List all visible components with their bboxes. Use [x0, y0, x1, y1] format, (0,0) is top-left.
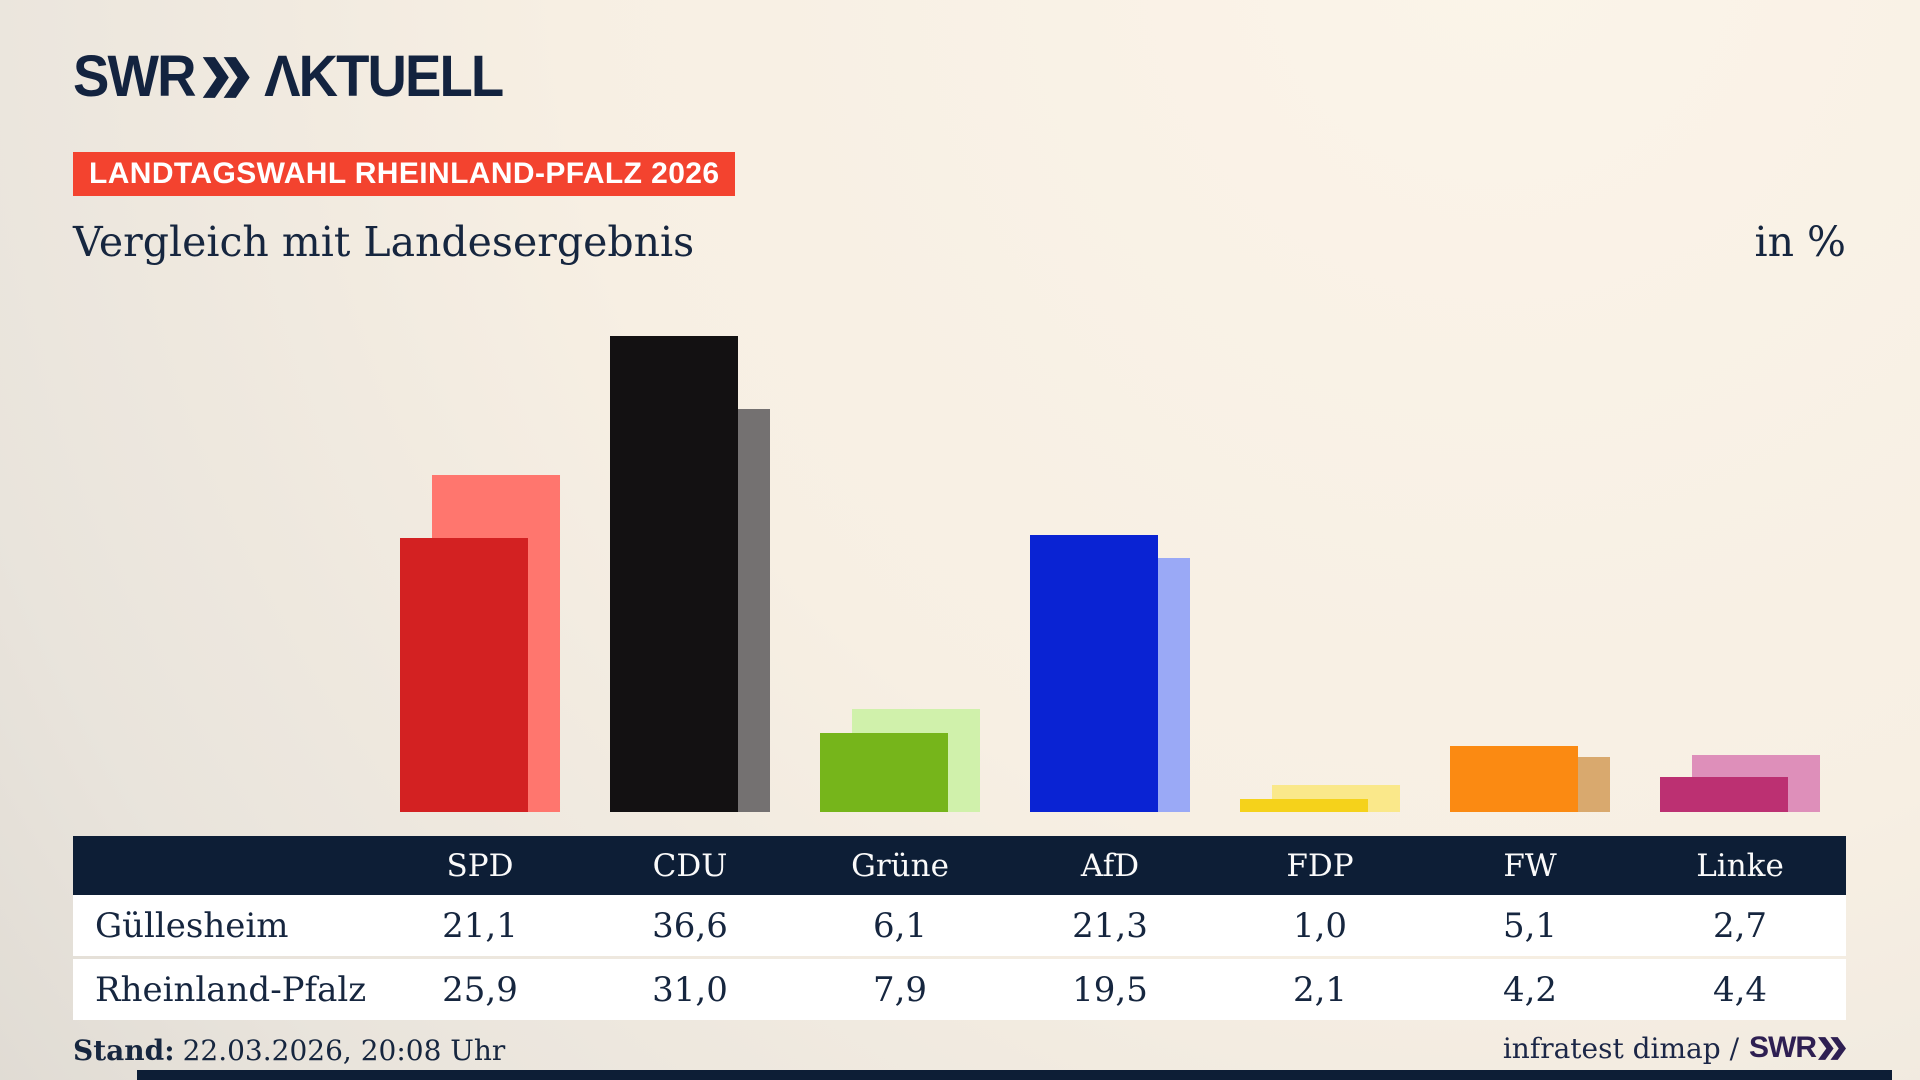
value-guellesheim-fdp: 1,0 — [1292, 905, 1348, 946]
bar-gruene-guellesheim — [820, 733, 948, 812]
value-rlp-afd: 19,5 — [1072, 969, 1148, 1010]
value-guellesheim-cdu: 36,6 — [652, 905, 728, 946]
value-guellesheim-fw: 5,1 — [1502, 905, 1558, 946]
double-chevron-icon — [1818, 1036, 1846, 1060]
column-header-linke: Linke — [1696, 847, 1784, 884]
value-rlp-spd: 25,9 — [442, 969, 518, 1010]
value-rlp-gruene: 7,9 — [872, 969, 928, 1010]
column-header-gruene: Grüne — [851, 847, 949, 884]
bar-cdu-guellesheim — [610, 336, 738, 812]
swr-footer-logo: SWR — [1749, 1031, 1846, 1065]
value-guellesheim-afd: 21,3 — [1072, 905, 1148, 946]
column-header-cdu: CDU — [652, 847, 728, 884]
value-rlp-linke: 4,4 — [1712, 969, 1768, 1010]
row-label-guellesheim: Güllesheim — [95, 905, 289, 946]
bar-fdp-guellesheim — [1240, 799, 1368, 812]
value-rlp-fw: 4,2 — [1502, 969, 1558, 1010]
column-header-spd: SPD — [446, 847, 514, 884]
value-rlp-fdp: 2,1 — [1292, 969, 1348, 1010]
source-text: infratest dimap / — [1502, 1031, 1739, 1065]
table-row-guellesheim: Güllesheim 21,1 36,6 6,1 21,3 1,0 5,1 2,… — [73, 895, 1846, 956]
table-corner-cell — [73, 836, 375, 895]
chart-title: Vergleich mit Landesergebnis — [73, 218, 695, 266]
double-chevron-icon — [203, 56, 251, 98]
bar-fw-guellesheim — [1450, 746, 1578, 812]
table-row-rheinland-pfalz: Rheinland-Pfalz 25,9 31,0 7,9 19,5 2,1 4… — [73, 959, 1846, 1020]
column-header-afd: AfD — [1080, 847, 1140, 884]
swr-footer-logo-text: SWR — [1749, 1031, 1817, 1064]
stand-value: 22.03.2026, 20:08 Uhr — [182, 1034, 506, 1067]
column-header-fw: FW — [1503, 847, 1557, 884]
value-guellesheim-spd: 21,1 — [442, 905, 518, 946]
source-credit: infratest dimap / SWR — [1503, 1031, 1846, 1065]
bar-afd-guellesheim — [1030, 535, 1158, 812]
aktuell-logo-text: ΛKTUELL — [264, 44, 504, 109]
table-header-row: SPD CDU Grüne AfD FDP FW Linke — [73, 836, 1846, 895]
election-badge: LANDTAGSWAHL RHEINLAND-PFALZ 2026 — [73, 152, 736, 196]
value-guellesheim-linke: 2,7 — [1712, 905, 1768, 946]
stand-info: Stand: 22.03.2026, 20:08 Uhr — [73, 1034, 505, 1067]
bar-linke-guellesheim — [1660, 777, 1788, 812]
bottom-accent-bar — [137, 1070, 1892, 1080]
value-guellesheim-gruene: 6,1 — [872, 905, 928, 946]
row-label-rheinland-pfalz: Rheinland-Pfalz — [95, 969, 367, 1010]
bar-spd-guellesheim — [400, 538, 528, 812]
column-header-fdp: FDP — [1286, 847, 1354, 884]
value-rlp-cdu: 31,0 — [652, 969, 728, 1010]
unit-label: in % — [1754, 218, 1846, 266]
results-table: SPD CDU Grüne AfD FDP FW Linke Gülleshei… — [73, 836, 1846, 1020]
swr-aktuell-logo: SWR ΛKTUELL — [73, 44, 504, 109]
swr-logo-text: SWR — [73, 44, 196, 109]
stand-label: Stand: — [73, 1034, 175, 1067]
